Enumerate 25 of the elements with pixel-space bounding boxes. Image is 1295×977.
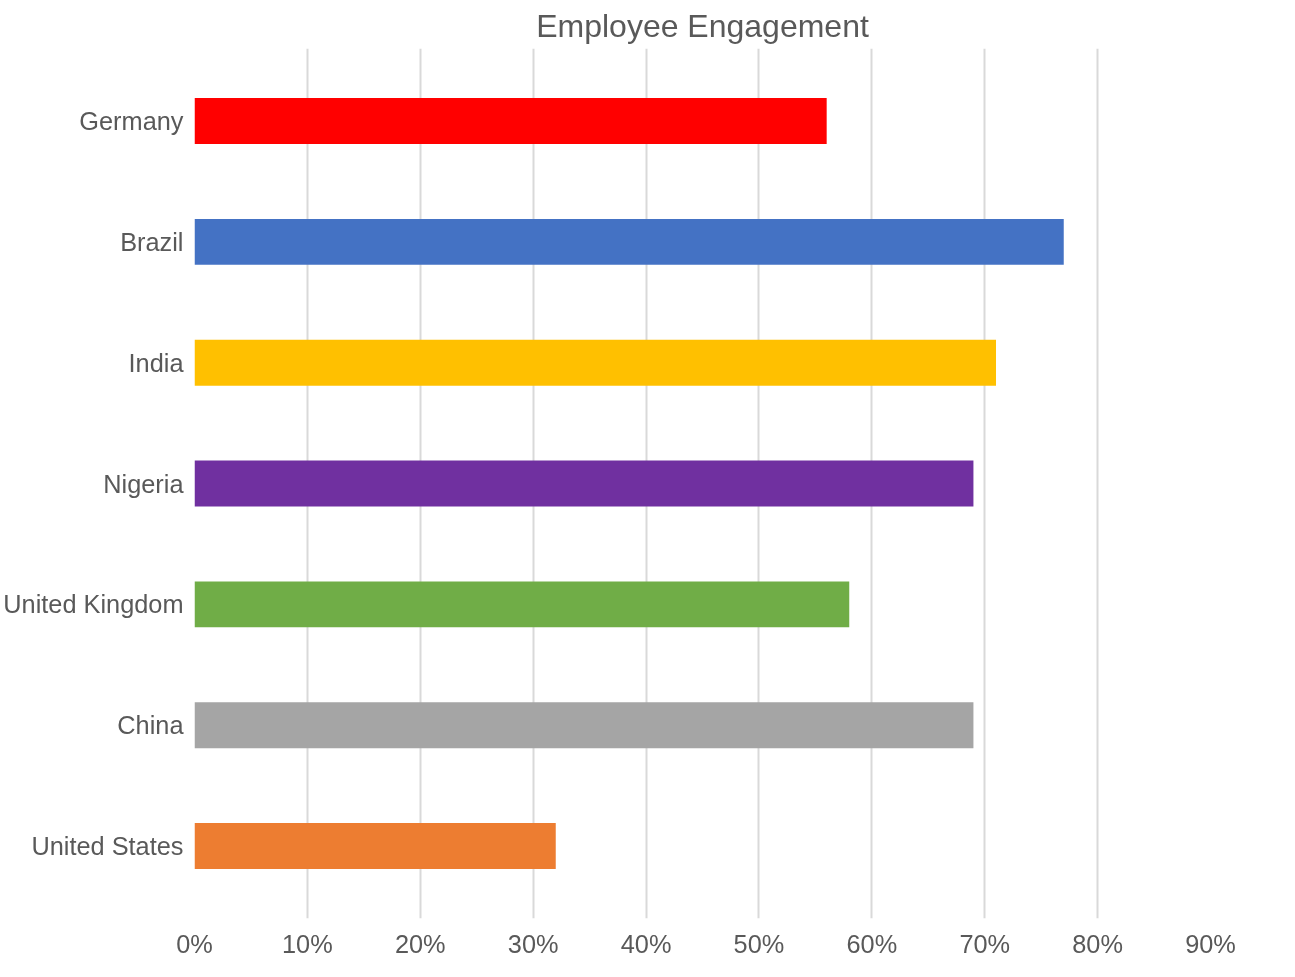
- bar: [194, 702, 974, 749]
- chart-title: Employee Engagement: [536, 7, 869, 44]
- x-tick-label: 0%: [176, 929, 213, 958]
- x-tick-label: 20%: [394, 929, 446, 958]
- bar: [194, 581, 850, 628]
- x-tick-label: 50%: [733, 929, 785, 958]
- y-tick-label: China: [117, 711, 185, 740]
- y-tick-label: United Kingdom: [3, 590, 184, 619]
- x-tick-label: 70%: [959, 929, 1011, 958]
- y-tick-label: United States: [31, 832, 184, 860]
- bar: [194, 823, 556, 869]
- x-tick-label: 40%: [620, 929, 672, 958]
- x-tick-label: 60%: [846, 929, 898, 958]
- x-tick-label: 90%: [1185, 929, 1236, 958]
- x-tick-label: 30%: [507, 929, 559, 958]
- y-tick-label: India: [128, 348, 185, 377]
- y-tick-label: Germany: [79, 107, 184, 135]
- bar: [194, 460, 974, 507]
- y-tick-label: Nigeria: [103, 469, 185, 498]
- bar: [194, 218, 1064, 265]
- bar: [194, 98, 827, 144]
- x-tick-label: 80%: [1072, 929, 1123, 958]
- y-tick-label: Brazil: [120, 227, 184, 256]
- x-tick-label: 10%: [282, 929, 333, 958]
- bar: [194, 339, 997, 386]
